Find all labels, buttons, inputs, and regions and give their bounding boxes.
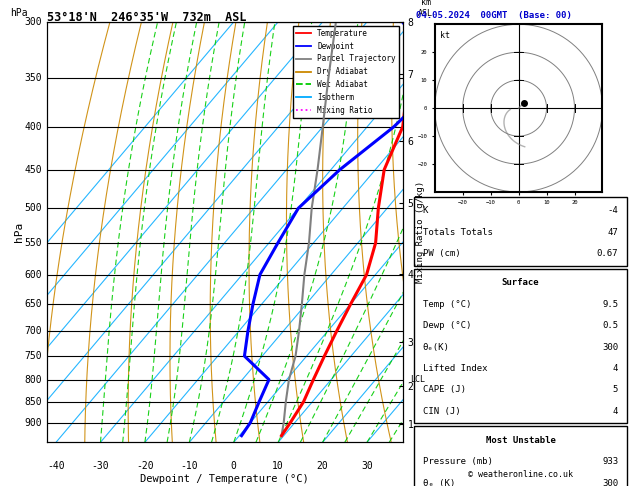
Text: 500: 500 [25,203,42,213]
Text: 20: 20 [317,461,328,471]
Text: 350: 350 [25,73,42,83]
Text: Lifted Index: Lifted Index [423,364,487,373]
Text: kt: kt [440,31,450,40]
Text: hPa: hPa [14,222,24,242]
Text: 550: 550 [25,238,42,248]
Text: hPa: hPa [10,8,28,17]
Text: 750: 750 [25,351,42,361]
Text: 04.05.2024  00GMT  (Base: 00): 04.05.2024 00GMT (Base: 00) [416,11,572,20]
Text: K: K [423,207,428,215]
Legend: Temperature, Dewpoint, Parcel Trajectory, Dry Adiabat, Wet Adiabat, Isotherm, Mi: Temperature, Dewpoint, Parcel Trajectory… [292,26,399,118]
Text: 900: 900 [25,417,42,428]
Text: 30: 30 [361,461,373,471]
Text: LCL: LCL [409,375,425,384]
Text: Most Unstable: Most Unstable [486,436,555,445]
Text: 450: 450 [25,165,42,175]
Text: -10: -10 [181,461,198,471]
Text: 400: 400 [25,122,42,132]
Text: 300: 300 [602,343,618,351]
Text: 9.5: 9.5 [602,300,618,309]
Text: θₑ (K): θₑ (K) [423,479,455,486]
Text: 47: 47 [608,228,618,237]
Text: -30: -30 [92,461,109,471]
Text: 600: 600 [25,270,42,279]
Bar [414,426,627,486]
Text: Dewp (°C): Dewp (°C) [423,321,471,330]
Text: Temp (°C): Temp (°C) [423,300,471,309]
Text: Totals Totals: Totals Totals [423,228,493,237]
Text: 300: 300 [602,479,618,486]
Text: 300: 300 [25,17,42,27]
Text: Surface: Surface [502,278,539,287]
Text: -4: -4 [608,207,618,215]
Text: 850: 850 [25,397,42,407]
Bar [414,197,627,266]
Text: -20: -20 [136,461,153,471]
Text: Dewpoint / Temperature (°C): Dewpoint / Temperature (°C) [140,474,309,484]
Text: 650: 650 [25,299,42,309]
Text: 933: 933 [602,457,618,466]
Y-axis label: Mixing Ratio (g/kg): Mixing Ratio (g/kg) [416,181,425,283]
Text: 4: 4 [613,364,618,373]
Text: θₑ(K): θₑ(K) [423,343,450,351]
Text: Pressure (mb): Pressure (mb) [423,457,493,466]
Text: 800: 800 [25,375,42,384]
Bar [414,269,627,423]
Text: 53°18'N  246°35'W  732m  ASL: 53°18'N 246°35'W 732m ASL [47,11,247,24]
Text: 5: 5 [613,385,618,394]
Text: 10: 10 [272,461,284,471]
Text: 700: 700 [25,326,42,336]
Text: 4: 4 [613,407,618,416]
Text: 0: 0 [231,461,237,471]
Text: CAPE (J): CAPE (J) [423,385,466,394]
Text: -40: -40 [47,461,65,471]
Text: CIN (J): CIN (J) [423,407,460,416]
Text: 0.67: 0.67 [597,249,618,258]
Text: 0.5: 0.5 [602,321,618,330]
Text: PW (cm): PW (cm) [423,249,460,258]
Text: km
ASL: km ASL [418,0,433,17]
Text: © weatheronline.co.uk: © weatheronline.co.uk [468,469,573,479]
